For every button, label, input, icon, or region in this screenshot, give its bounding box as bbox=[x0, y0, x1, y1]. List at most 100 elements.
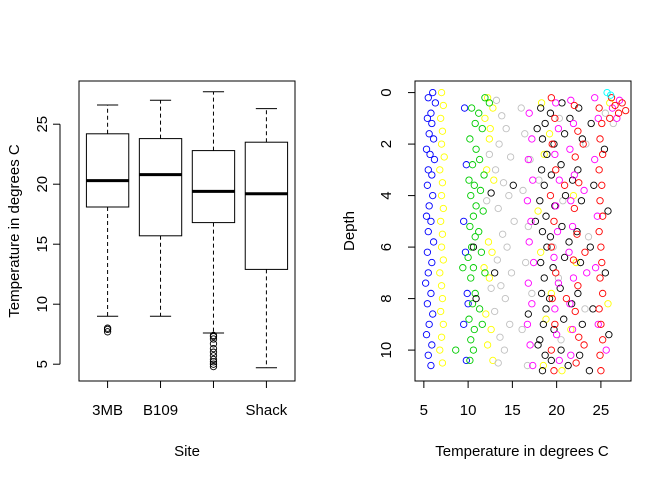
data-point bbox=[518, 325, 526, 334]
data-point bbox=[470, 325, 478, 334]
data-point bbox=[469, 243, 478, 251]
data-point bbox=[600, 145, 609, 153]
data-point bbox=[575, 179, 583, 187]
data-point bbox=[437, 243, 446, 251]
data-point bbox=[555, 114, 563, 122]
data-point bbox=[494, 204, 502, 213]
data-point bbox=[439, 320, 447, 328]
data-point bbox=[576, 258, 585, 267]
data-point bbox=[595, 104, 603, 112]
data-point bbox=[485, 150, 494, 159]
boxplot-x-label: Site bbox=[174, 443, 200, 460]
data-point bbox=[538, 135, 547, 143]
data-point bbox=[552, 99, 560, 107]
outlier-point bbox=[209, 352, 218, 360]
data-point bbox=[604, 300, 612, 308]
data-point bbox=[543, 150, 551, 159]
data-point bbox=[475, 109, 483, 117]
y-tick-label: 4 bbox=[378, 191, 395, 199]
data-point bbox=[586, 243, 594, 251]
data-point bbox=[583, 269, 591, 277]
outlier-point bbox=[209, 344, 218, 353]
data-point bbox=[523, 361, 532, 370]
data-point bbox=[524, 310, 532, 318]
scatter-y-axis: 0 2 4 6 8 10 bbox=[378, 88, 416, 359]
data-point bbox=[560, 181, 569, 189]
data-point bbox=[608, 104, 617, 112]
data-point bbox=[555, 176, 563, 184]
data-point bbox=[531, 217, 540, 225]
data-point bbox=[470, 181, 478, 189]
data-point bbox=[481, 94, 489, 102]
data-point bbox=[529, 176, 537, 184]
data-point bbox=[599, 336, 607, 344]
y-tick-label: 10 bbox=[378, 342, 395, 359]
data-point bbox=[567, 325, 575, 334]
data-point bbox=[437, 282, 446, 290]
data-point bbox=[537, 258, 545, 267]
data-point bbox=[574, 282, 582, 290]
data-point bbox=[495, 140, 503, 148]
data-point bbox=[429, 191, 437, 200]
data-point bbox=[598, 258, 606, 267]
data-point bbox=[472, 202, 480, 210]
x-tick-label: 20 bbox=[548, 402, 565, 419]
data-point bbox=[601, 109, 609, 117]
data-point bbox=[438, 127, 447, 135]
data-point bbox=[425, 130, 433, 138]
data-point bbox=[569, 119, 578, 128]
data-point bbox=[424, 269, 432, 277]
data-point bbox=[540, 150, 548, 159]
data-point bbox=[596, 274, 604, 282]
data-point bbox=[487, 284, 495, 292]
data-point bbox=[573, 227, 581, 236]
y-tick-label: 2 bbox=[378, 140, 395, 148]
data-point bbox=[452, 346, 460, 354]
outlier-point bbox=[209, 331, 218, 340]
data-point bbox=[599, 150, 607, 159]
data-point bbox=[567, 197, 575, 205]
data-point bbox=[552, 166, 560, 174]
data-point bbox=[581, 248, 589, 256]
data-point bbox=[526, 341, 534, 349]
data-point bbox=[423, 248, 432, 256]
data-point bbox=[568, 300, 576, 308]
data-point bbox=[606, 91, 615, 99]
data-point bbox=[491, 269, 499, 277]
data-point bbox=[478, 124, 486, 133]
data-point bbox=[580, 186, 588, 195]
data-point bbox=[542, 305, 550, 313]
data-point bbox=[428, 258, 436, 267]
data-point bbox=[424, 227, 432, 236]
data-point bbox=[467, 336, 475, 344]
data-point bbox=[428, 171, 436, 179]
data-point bbox=[578, 135, 586, 143]
data-point bbox=[438, 359, 447, 367]
data-point bbox=[567, 96, 575, 104]
data-point bbox=[479, 207, 487, 215]
data-point bbox=[545, 130, 554, 138]
data-point bbox=[572, 359, 580, 367]
data-point bbox=[524, 279, 532, 287]
data-point bbox=[485, 99, 494, 107]
data-point bbox=[490, 176, 498, 184]
data-point bbox=[476, 186, 485, 195]
data-point bbox=[422, 212, 431, 220]
data-point bbox=[423, 300, 432, 308]
data-point bbox=[535, 176, 543, 184]
data-point bbox=[581, 305, 589, 313]
data-point bbox=[436, 269, 444, 277]
data-point bbox=[547, 346, 555, 354]
data-point bbox=[548, 294, 556, 303]
data-point bbox=[424, 166, 432, 174]
data-point bbox=[595, 305, 603, 313]
data-point bbox=[522, 258, 530, 267]
data-point bbox=[523, 197, 532, 205]
data-point bbox=[585, 367, 594, 375]
data-point bbox=[554, 124, 563, 133]
data-point bbox=[471, 233, 479, 241]
data-point bbox=[427, 361, 435, 370]
data-point bbox=[460, 104, 469, 112]
data-point bbox=[483, 197, 491, 205]
data-point bbox=[539, 320, 548, 328]
